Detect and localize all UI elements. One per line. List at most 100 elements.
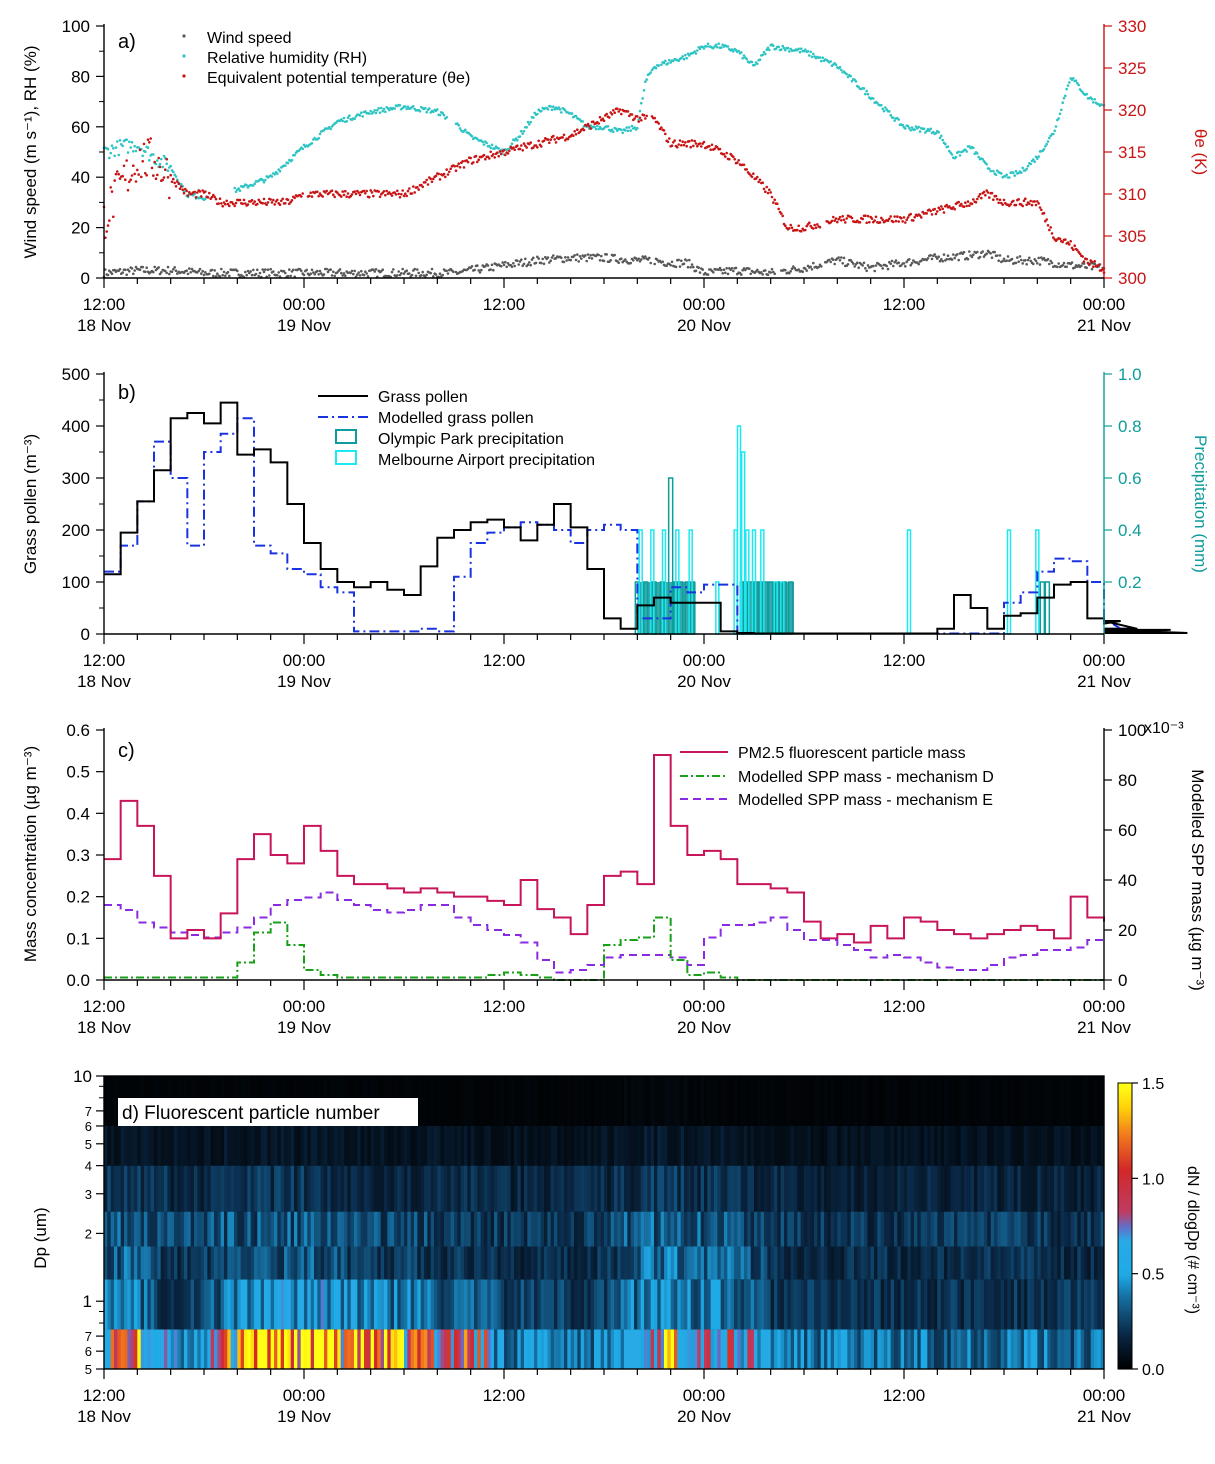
heatmap-cell (744, 1165, 748, 1212)
heatmap-cell (324, 1211, 328, 1247)
heatmap-cell (450, 1211, 455, 1247)
data-point (457, 162, 461, 165)
heatmap-cell (337, 1329, 342, 1369)
heatmap-cell (420, 1165, 425, 1212)
data-point (1064, 238, 1067, 241)
heatmap-cell (437, 1076, 442, 1126)
heatmap-cell (800, 1279, 805, 1330)
data-point (621, 131, 624, 135)
data-point (245, 184, 248, 187)
heatmap-cell (254, 1329, 258, 1369)
heatmap-cell (367, 1165, 372, 1212)
heatmap-cell (690, 1211, 695, 1247)
heatmap-cell (674, 1279, 678, 1330)
data-point (405, 107, 409, 111)
heatmap-cell (817, 1211, 822, 1247)
heatmap-cell (840, 1076, 845, 1126)
data-point (642, 113, 646, 117)
heatmap-cell (220, 1246, 225, 1280)
data-point (374, 268, 378, 271)
heatmap-cell (204, 1246, 208, 1280)
heatmap-cell (520, 1246, 525, 1280)
heatmap-cell (300, 1279, 305, 1330)
data-point (284, 164, 287, 167)
colorbar-cell (1118, 1347, 1132, 1351)
heatmap-cell (514, 1329, 518, 1369)
data-point (980, 196, 983, 200)
x-tick-label-time: 12:00 (883, 295, 926, 314)
data-point (718, 147, 722, 151)
data-point (226, 202, 230, 206)
heatmap-cell (160, 1329, 165, 1369)
data-point (237, 273, 240, 277)
data-point (770, 267, 774, 271)
heatmap-cell (937, 1076, 942, 1126)
heatmap-cell (197, 1329, 202, 1369)
colorbar-cell (1118, 1328, 1132, 1332)
heatmap-cell (687, 1076, 692, 1126)
heatmap-cell (120, 1165, 125, 1212)
heatmap-cell (104, 1076, 108, 1126)
heatmap-cell (490, 1246, 495, 1280)
data-point (470, 135, 474, 138)
data-point (978, 255, 982, 259)
data-point (498, 150, 502, 153)
data-point (521, 264, 524, 268)
heatmap-cell (1100, 1211, 1105, 1247)
heatmap-cell (610, 1126, 615, 1166)
data-point (280, 199, 283, 203)
data-point (177, 182, 180, 185)
heatmap-cell (554, 1165, 558, 1212)
colorbar-cell (1118, 1111, 1132, 1115)
heatmap-cell (857, 1126, 862, 1166)
heatmap-cell (714, 1165, 718, 1212)
data-point (1053, 129, 1056, 133)
heatmap-cell (704, 1211, 708, 1247)
heatmap-cell (564, 1211, 568, 1247)
heatmap-cell (724, 1126, 728, 1166)
heatmap-cell (654, 1246, 658, 1280)
heatmap-cell (1064, 1279, 1068, 1330)
data-point (749, 272, 752, 276)
heatmap-cell (344, 1329, 348, 1369)
heatmap-cell (117, 1279, 122, 1330)
heatmap-cell (247, 1329, 252, 1369)
heatmap-cell (1040, 1165, 1045, 1212)
colorbar-cell (1118, 1102, 1132, 1106)
data-point (696, 49, 699, 52)
heatmap-cell (360, 1126, 365, 1166)
data-point (145, 174, 148, 177)
data-point (542, 139, 546, 143)
heatmap-cell (197, 1211, 202, 1247)
data-point (322, 273, 326, 276)
data-point (721, 43, 724, 47)
heatmap-cell (450, 1246, 455, 1280)
data-point (521, 149, 524, 152)
heatmap-cell (820, 1329, 825, 1369)
heatmap-cell (467, 1076, 472, 1126)
data-point (350, 193, 354, 196)
heatmap-cell (437, 1279, 442, 1330)
data-point (858, 221, 862, 224)
precip-bar (1035, 529, 1040, 635)
heatmap-cell (670, 1279, 675, 1330)
precip-bar (715, 581, 720, 635)
y2-tick-label: 0.8 (1118, 417, 1142, 436)
data-point (881, 107, 884, 111)
heatmap-cell (320, 1279, 325, 1330)
data-point (781, 214, 784, 218)
heatmap-cell (164, 1211, 168, 1247)
heatmap-cell (274, 1246, 278, 1280)
heatmap-cell (120, 1246, 125, 1280)
heatmap-cell (770, 1211, 775, 1247)
heatmap-cell (847, 1126, 852, 1166)
heatmap-cell (270, 1246, 275, 1280)
heatmap-cell (474, 1165, 478, 1212)
heatmap-cell (460, 1126, 465, 1166)
heatmap-cell (677, 1126, 682, 1166)
data-point (562, 133, 566, 137)
heatmap-cell (334, 1246, 338, 1280)
data-point (1020, 258, 1023, 262)
heatmap-cell (757, 1329, 762, 1369)
data-point (512, 262, 515, 265)
